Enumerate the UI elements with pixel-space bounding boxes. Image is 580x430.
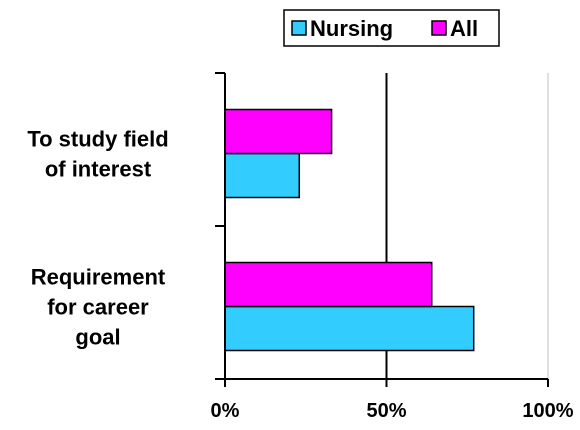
bar-nursing-1 xyxy=(224,305,475,352)
labels: To study field of interest Requirement for … xyxy=(27,127,573,423)
x-tick-label-100: 100% xyxy=(522,400,573,422)
x-tick-label-0: 0% xyxy=(211,400,240,422)
axes xyxy=(215,72,549,387)
legend-swatch-all xyxy=(431,20,447,36)
legend-swatch-nursing xyxy=(291,20,307,36)
bar-all-0 xyxy=(224,108,333,155)
bars xyxy=(224,108,475,352)
legend-label-nursing: Nursing xyxy=(310,16,393,41)
category-label-0: To study field of interest xyxy=(27,127,168,182)
legend: Nursing All xyxy=(283,9,500,47)
category-label-1: Requirement for career goal xyxy=(31,265,166,350)
legend-box xyxy=(283,9,500,47)
x-tick-label-50: 50% xyxy=(366,400,406,422)
bar-nursing-0 xyxy=(224,152,301,199)
bar-all-1 xyxy=(224,261,433,308)
legend-label-all: All xyxy=(450,16,478,41)
